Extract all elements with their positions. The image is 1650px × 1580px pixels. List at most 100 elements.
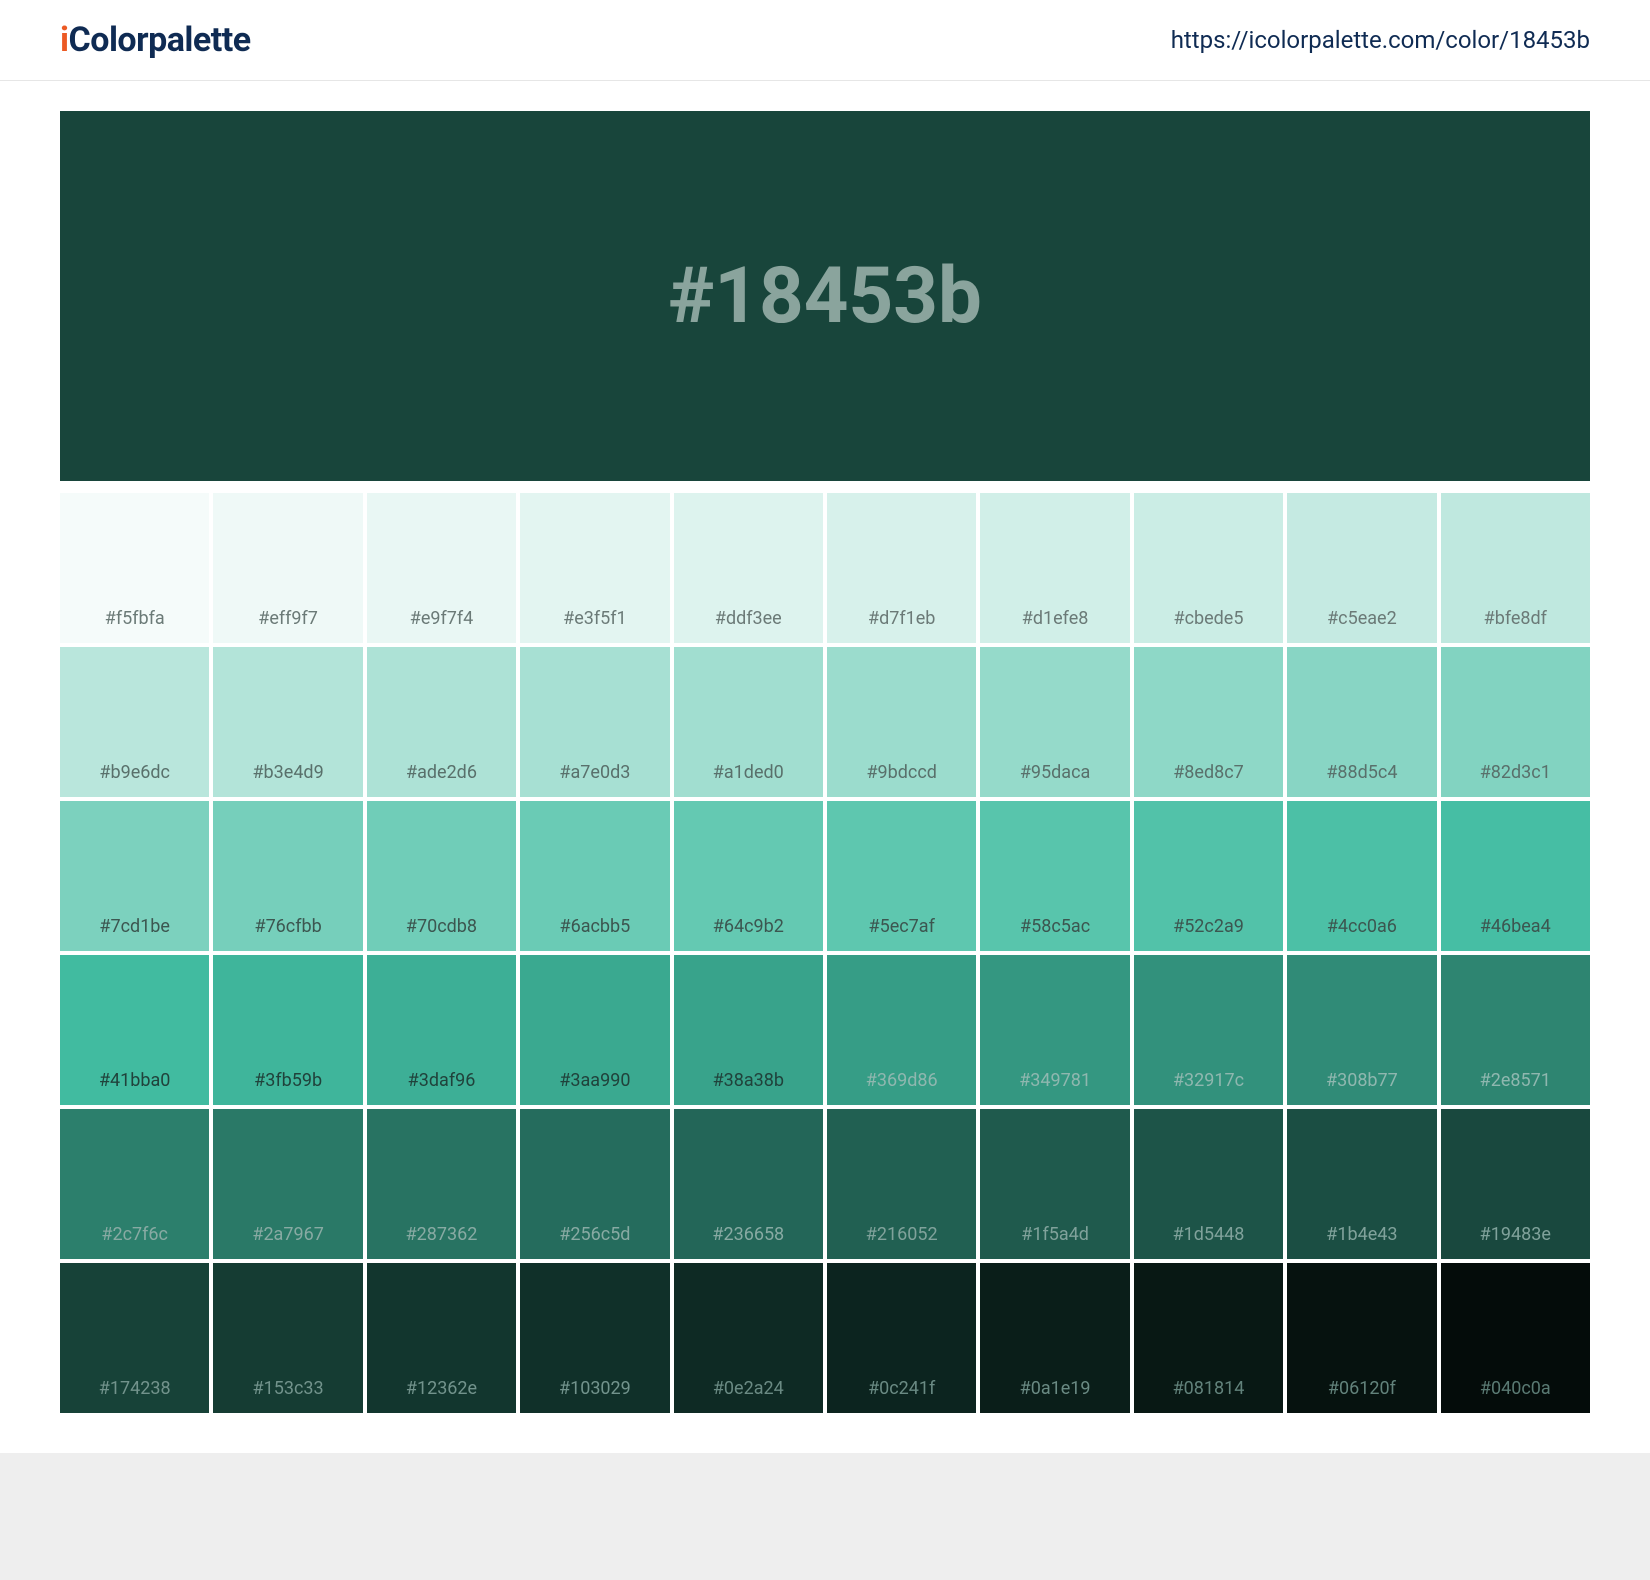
swatch-hex-label: #369d86 [866, 1070, 938, 1091]
color-swatch[interactable]: #41bba0 [60, 955, 209, 1105]
swatch-hex-label: #216052 [866, 1224, 938, 1245]
logo-accent-letter: i [60, 20, 69, 60]
swatch-hex-label: #ddf3ee [715, 608, 782, 629]
swatch-hex-label: #2c7f6c [101, 1224, 168, 1245]
color-swatch[interactable]: #216052 [827, 1109, 976, 1259]
color-swatch[interactable]: #0e2a24 [674, 1263, 823, 1413]
swatch-hex-label: #52c2a9 [1173, 916, 1244, 937]
color-swatch[interactable]: #95daca [980, 647, 1129, 797]
color-swatch[interactable]: #7cd1be [60, 801, 209, 951]
color-swatch[interactable]: #d1efe8 [980, 493, 1129, 643]
color-swatch[interactable]: #103029 [520, 1263, 669, 1413]
color-swatch[interactable]: #1b4e43 [1287, 1109, 1436, 1259]
swatch-hex-label: #9bdccd [866, 762, 936, 783]
swatch-hex-label: #c5eae2 [1327, 608, 1397, 629]
swatch-hex-label: #58c5ac [1020, 916, 1090, 937]
color-swatch[interactable]: #19483e [1441, 1109, 1590, 1259]
swatch-hex-label: #e3f5f1 [563, 608, 627, 629]
color-swatch[interactable]: #64c9b2 [674, 801, 823, 951]
color-swatch[interactable]: #82d3c1 [1441, 647, 1590, 797]
color-swatch[interactable]: #4cc0a6 [1287, 801, 1436, 951]
color-swatch[interactable]: #0c241f [827, 1263, 976, 1413]
color-swatch[interactable]: #2a7967 [213, 1109, 362, 1259]
color-swatch[interactable]: #f5fbfa [60, 493, 209, 643]
swatch-hex-label: #3aa990 [559, 1070, 630, 1091]
color-swatch[interactable]: #3daf96 [367, 955, 516, 1105]
color-swatch[interactable]: #b9e6dc [60, 647, 209, 797]
color-swatch[interactable]: #236658 [674, 1109, 823, 1259]
swatch-hex-label: #1b4e43 [1326, 1224, 1397, 1245]
hero-color-block[interactable]: #18453b [60, 111, 1590, 481]
swatch-hex-label: #32917c [1173, 1070, 1244, 1091]
color-swatch[interactable]: #46bea4 [1441, 801, 1590, 951]
swatch-hex-label: #103029 [559, 1378, 631, 1399]
color-swatch[interactable]: #9bdccd [827, 647, 976, 797]
color-swatch[interactable]: #ddf3ee [674, 493, 823, 643]
color-swatch[interactable]: #88d5c4 [1287, 647, 1436, 797]
color-swatch[interactable]: #a1ded0 [674, 647, 823, 797]
swatch-hex-label: #70cdb8 [406, 916, 477, 937]
color-swatch[interactable]: #349781 [980, 955, 1129, 1105]
color-swatch[interactable]: #76cfbb [213, 801, 362, 951]
swatch-hex-label: #349781 [1019, 1070, 1091, 1091]
swatch-hex-label: #1d5448 [1173, 1224, 1245, 1245]
color-swatch[interactable]: #a7e0d3 [520, 647, 669, 797]
swatch-hex-label: #d7f1eb [868, 608, 935, 629]
color-swatch[interactable]: #040c0a [1441, 1263, 1590, 1413]
color-swatch[interactable]: #58c5ac [980, 801, 1129, 951]
swatch-hex-label: #174238 [99, 1378, 171, 1399]
color-swatch[interactable]: #52c2a9 [1134, 801, 1283, 951]
color-swatch[interactable]: #287362 [367, 1109, 516, 1259]
swatch-grid: #f5fbfa #eff9f7 #e9f7f4 #e3f5f1 #ddf3ee #d7f1… [60, 493, 1590, 1413]
color-swatch[interactable]: #308b77 [1287, 955, 1436, 1105]
color-swatch[interactable]: #2c7f6c [60, 1109, 209, 1259]
color-swatch[interactable]: #d7f1eb [827, 493, 976, 643]
swatch-hex-label: #0c241f [868, 1378, 935, 1399]
color-swatch[interactable]: #6acbb5 [520, 801, 669, 951]
color-swatch[interactable]: #081814 [1134, 1263, 1283, 1413]
page: iColorpalette https://icolorpalette.com/… [0, 0, 1650, 1453]
color-swatch[interactable]: #2e8571 [1441, 955, 1590, 1105]
swatch-hex-label: #eff9f7 [258, 608, 318, 629]
color-swatch[interactable]: #38a38b [674, 955, 823, 1105]
swatch-hex-label: #38a38b [713, 1070, 784, 1091]
header: iColorpalette https://icolorpalette.com/… [0, 0, 1650, 81]
swatch-hex-label: #5ec7af [869, 916, 935, 937]
color-swatch[interactable]: #eff9f7 [213, 493, 362, 643]
color-swatch[interactable]: #12362e [367, 1263, 516, 1413]
page-url[interactable]: https://icolorpalette.com/color/18453b [1171, 26, 1590, 54]
color-swatch[interactable]: #70cdb8 [367, 801, 516, 951]
swatch-hex-label: #2a7967 [252, 1224, 323, 1245]
site-logo[interactable]: iColorpalette [60, 20, 251, 60]
swatch-hex-label: #287362 [406, 1224, 478, 1245]
swatch-hex-label: #cbede5 [1174, 608, 1244, 629]
color-swatch[interactable]: #e9f7f4 [367, 493, 516, 643]
swatch-hex-label: #e9f7f4 [410, 608, 474, 629]
hero-hex-label: #18453b [668, 251, 982, 342]
color-swatch[interactable]: #174238 [60, 1263, 209, 1413]
color-swatch[interactable]: #369d86 [827, 955, 976, 1105]
color-swatch[interactable]: #32917c [1134, 955, 1283, 1105]
color-swatch[interactable]: #3aa990 [520, 955, 669, 1105]
swatch-hex-label: #f5fbfa [105, 608, 165, 629]
color-swatch[interactable]: #c5eae2 [1287, 493, 1436, 643]
swatch-hex-label: #8ed8c7 [1173, 762, 1244, 783]
color-swatch[interactable]: #e3f5f1 [520, 493, 669, 643]
color-swatch[interactable]: #256c5d [520, 1109, 669, 1259]
swatch-hex-label: #06120f [1328, 1378, 1396, 1399]
color-swatch[interactable]: #bfe8df [1441, 493, 1590, 643]
color-swatch[interactable]: #cbede5 [1134, 493, 1283, 643]
color-swatch[interactable]: #0a1e19 [980, 1263, 1129, 1413]
color-swatch[interactable]: #3fb59b [213, 955, 362, 1105]
swatch-hex-label: #76cfbb [254, 916, 321, 937]
color-swatch[interactable]: #ade2d6 [367, 647, 516, 797]
swatch-hex-label: #2e8571 [1480, 1070, 1551, 1091]
color-swatch[interactable]: #b3e4d9 [213, 647, 362, 797]
color-swatch[interactable]: #06120f [1287, 1263, 1436, 1413]
color-swatch[interactable]: #1f5a4d [980, 1109, 1129, 1259]
swatch-hex-label: #a1ded0 [713, 762, 784, 783]
color-swatch[interactable]: #5ec7af [827, 801, 976, 951]
color-swatch[interactable]: #8ed8c7 [1134, 647, 1283, 797]
color-swatch[interactable]: #1d5448 [1134, 1109, 1283, 1259]
color-swatch[interactable]: #153c33 [213, 1263, 362, 1413]
